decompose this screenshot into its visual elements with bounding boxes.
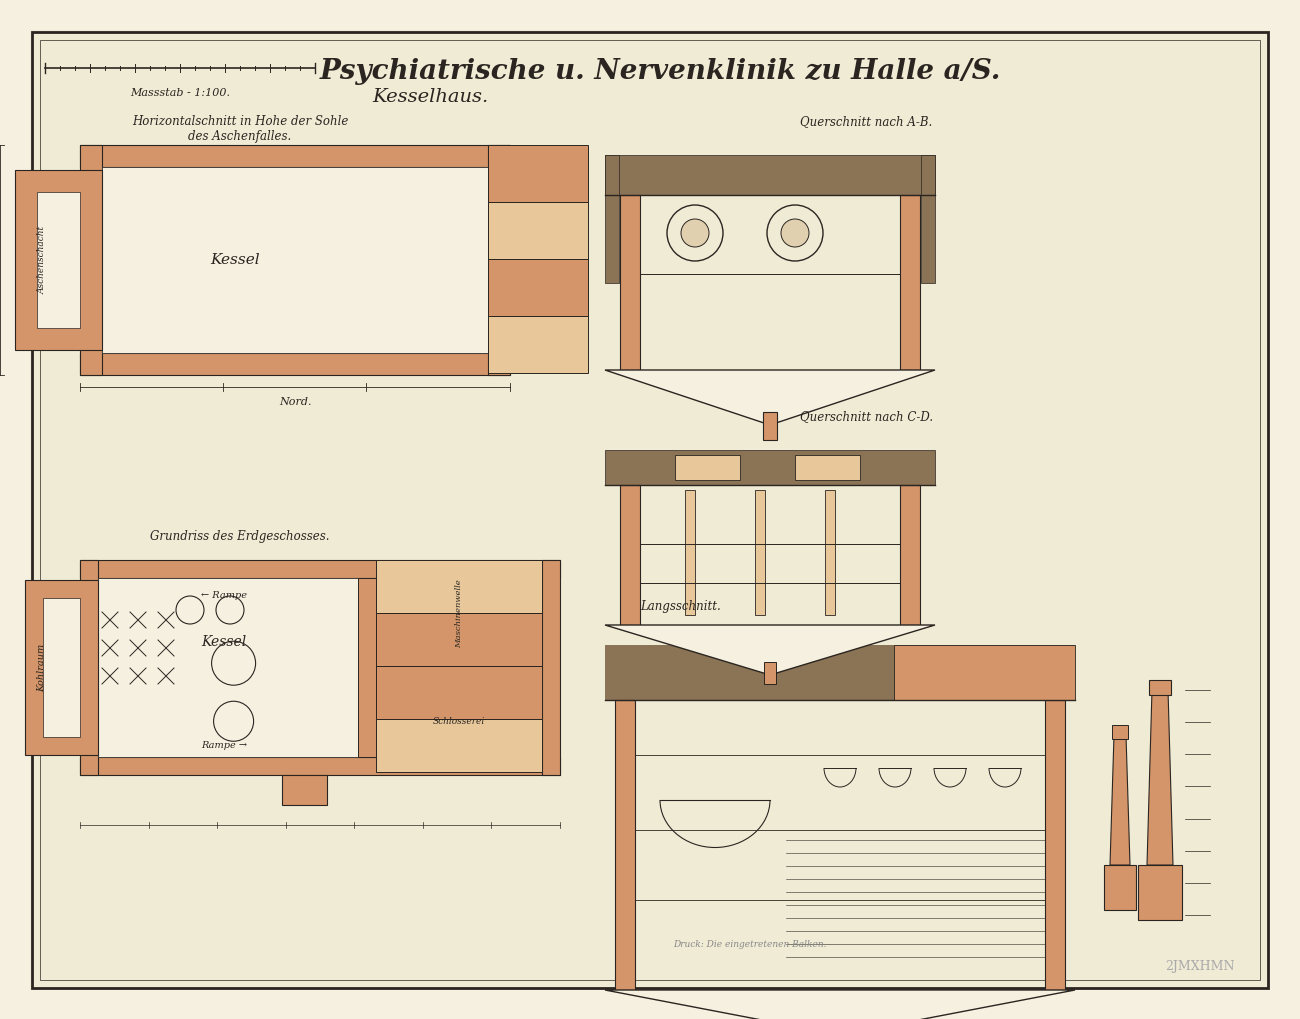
Text: Rampe →: Rampe → xyxy=(202,741,247,750)
Bar xyxy=(81,757,560,775)
Text: Querschnitt nach A-B.: Querschnitt nach A-B. xyxy=(800,115,932,128)
Bar xyxy=(81,145,510,167)
Bar xyxy=(376,719,542,772)
Bar xyxy=(488,145,588,202)
Text: Aschenschacht: Aschenschacht xyxy=(38,226,47,294)
Bar xyxy=(755,490,764,615)
Bar xyxy=(376,613,542,666)
Bar xyxy=(376,666,542,719)
Bar xyxy=(604,645,1075,700)
Bar xyxy=(900,195,920,370)
Bar xyxy=(1112,725,1128,739)
Bar xyxy=(101,167,488,353)
Bar xyxy=(488,145,510,375)
Polygon shape xyxy=(1110,735,1130,865)
Text: Maschinenwelle: Maschinenwelle xyxy=(455,580,463,648)
Bar xyxy=(1149,680,1171,695)
Bar xyxy=(16,170,101,350)
Text: Druck: Die eingetretenen Balken.: Druck: Die eingetretenen Balken. xyxy=(673,940,827,949)
Text: Horizontalschnitt in Hohe der Sohle
des Aschenfalles.: Horizontalschnitt in Hohe der Sohle des … xyxy=(131,115,348,143)
Bar xyxy=(620,195,640,370)
Bar xyxy=(282,775,326,805)
Bar xyxy=(36,192,81,328)
Text: Massstab - 1:100.: Massstab - 1:100. xyxy=(130,88,230,98)
Bar xyxy=(615,700,634,990)
Bar xyxy=(98,578,542,757)
Bar xyxy=(1138,865,1182,920)
Bar xyxy=(675,455,740,480)
Bar xyxy=(81,560,98,775)
Bar xyxy=(763,412,777,440)
Bar xyxy=(604,155,619,282)
Circle shape xyxy=(681,219,709,247)
Text: Kessel: Kessel xyxy=(211,253,260,267)
Text: Kessel: Kessel xyxy=(202,635,247,649)
Bar xyxy=(488,202,588,259)
Polygon shape xyxy=(604,990,1075,1019)
Bar xyxy=(1104,865,1136,910)
Text: ← Rampe: ← Rampe xyxy=(202,590,247,599)
Text: Schlosserei: Schlosserei xyxy=(433,716,485,726)
Bar xyxy=(488,259,588,316)
Bar xyxy=(685,490,696,615)
Text: 2JMXHMN: 2JMXHMN xyxy=(1165,960,1235,973)
Bar xyxy=(81,560,560,578)
Polygon shape xyxy=(604,625,935,675)
Text: Langsschnitt.: Langsschnitt. xyxy=(640,600,720,613)
Polygon shape xyxy=(604,370,935,425)
Bar xyxy=(81,145,101,375)
Bar xyxy=(826,490,835,615)
Bar xyxy=(376,560,542,613)
Text: Kesselhaus.: Kesselhaus. xyxy=(372,88,488,106)
Bar xyxy=(25,580,98,755)
Polygon shape xyxy=(894,645,1075,700)
Bar xyxy=(81,353,510,375)
Bar xyxy=(604,155,935,195)
Bar xyxy=(796,455,861,480)
Text: Querschnitt nach C-D.: Querschnitt nach C-D. xyxy=(800,410,933,423)
Text: Grundriss des Erdgeschosses.: Grundriss des Erdgeschosses. xyxy=(151,530,330,543)
Bar xyxy=(900,485,920,625)
Bar xyxy=(488,316,588,373)
Bar xyxy=(43,598,81,737)
Bar xyxy=(542,560,560,775)
Text: Kohlraum: Kohlraum xyxy=(36,643,46,692)
Bar xyxy=(620,485,640,625)
Text: Nord.: Nord. xyxy=(278,397,311,407)
Bar xyxy=(920,155,935,282)
Bar xyxy=(1045,700,1065,990)
Polygon shape xyxy=(1147,690,1173,865)
Text: Psychiatrische u. Nervenklinik zu Halle a/S.: Psychiatrische u. Nervenklinik zu Halle … xyxy=(320,58,1001,85)
Bar xyxy=(604,450,935,485)
Bar xyxy=(358,578,376,757)
Circle shape xyxy=(781,219,809,247)
Bar xyxy=(764,662,776,684)
